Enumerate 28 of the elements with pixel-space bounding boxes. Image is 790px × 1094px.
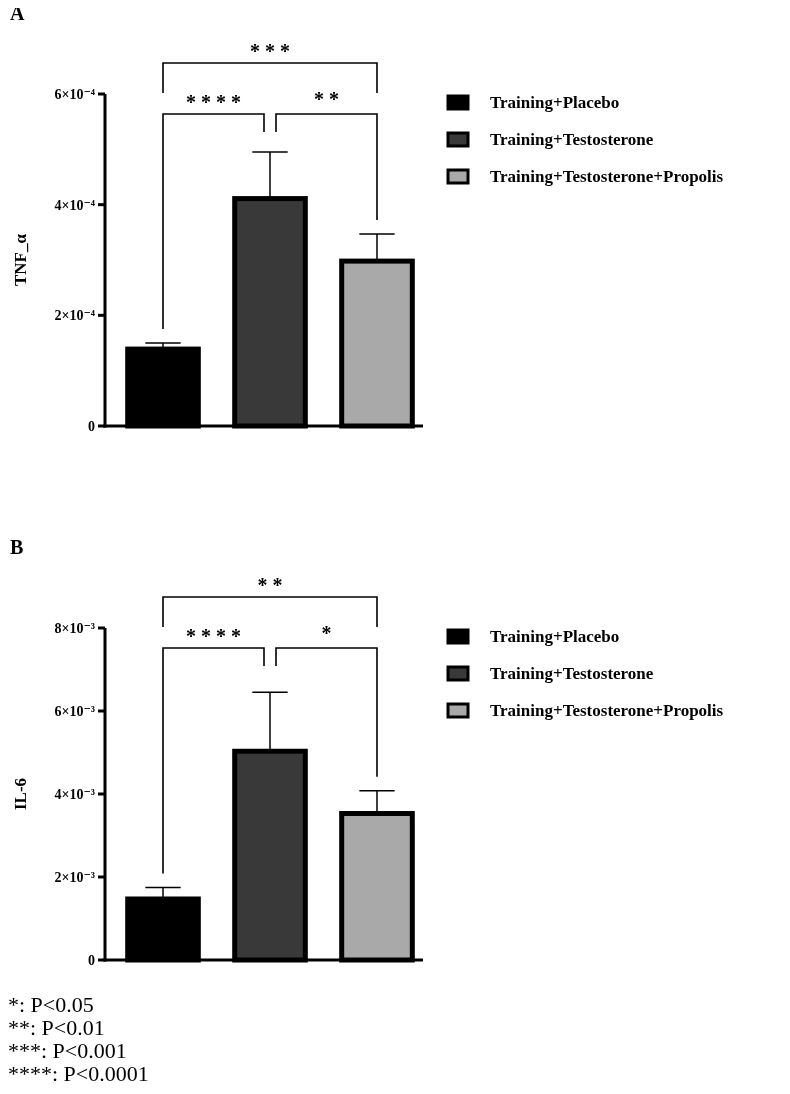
legend-label: Training+Placebo (490, 92, 620, 112)
text: *: P<0.05 (8, 992, 94, 1017)
text: * * (257, 574, 283, 596)
text: ***: P<0.001 (8, 1038, 127, 1063)
y-tick-label: 6×10⁻⁴ (54, 86, 96, 102)
legend-label: Training+Testosterone+Propolis (490, 700, 724, 720)
y-tick-label: 0 (88, 418, 95, 434)
y-tick-label: 4×10⁻⁴ (54, 197, 96, 213)
legend-label: Training+Placebo (490, 626, 620, 646)
annotation: * * * * (186, 625, 241, 647)
y-tick-label: 2×10⁻³ (54, 869, 95, 885)
y-tick-label: 6×10⁻³ (54, 703, 95, 719)
y-tick-label: 0 (88, 952, 95, 968)
annotation: * * (314, 88, 339, 110)
y-tick-label: 4×10⁻³ (54, 786, 95, 802)
legend-label: Training+Testosterone (490, 129, 654, 149)
y-axis-title: TNF_α (11, 233, 30, 286)
y-tick-label: 2×10⁻⁴ (54, 308, 96, 324)
text: ****: P<0.0001 (8, 1061, 149, 1086)
text: * * * (250, 40, 290, 62)
y-tick-label: 8×10⁻³ (54, 620, 95, 636)
annotation: * * * * (186, 91, 241, 113)
legend-label: Training+Testosterone+Propolis (490, 166, 724, 186)
legend-label: Training+Testosterone (490, 663, 654, 683)
text: **: P<0.01 (8, 1015, 105, 1040)
y-axis-title: IL-6 (11, 777, 30, 811)
chart-title: B (10, 536, 24, 558)
annotation: * (321, 622, 332, 644)
